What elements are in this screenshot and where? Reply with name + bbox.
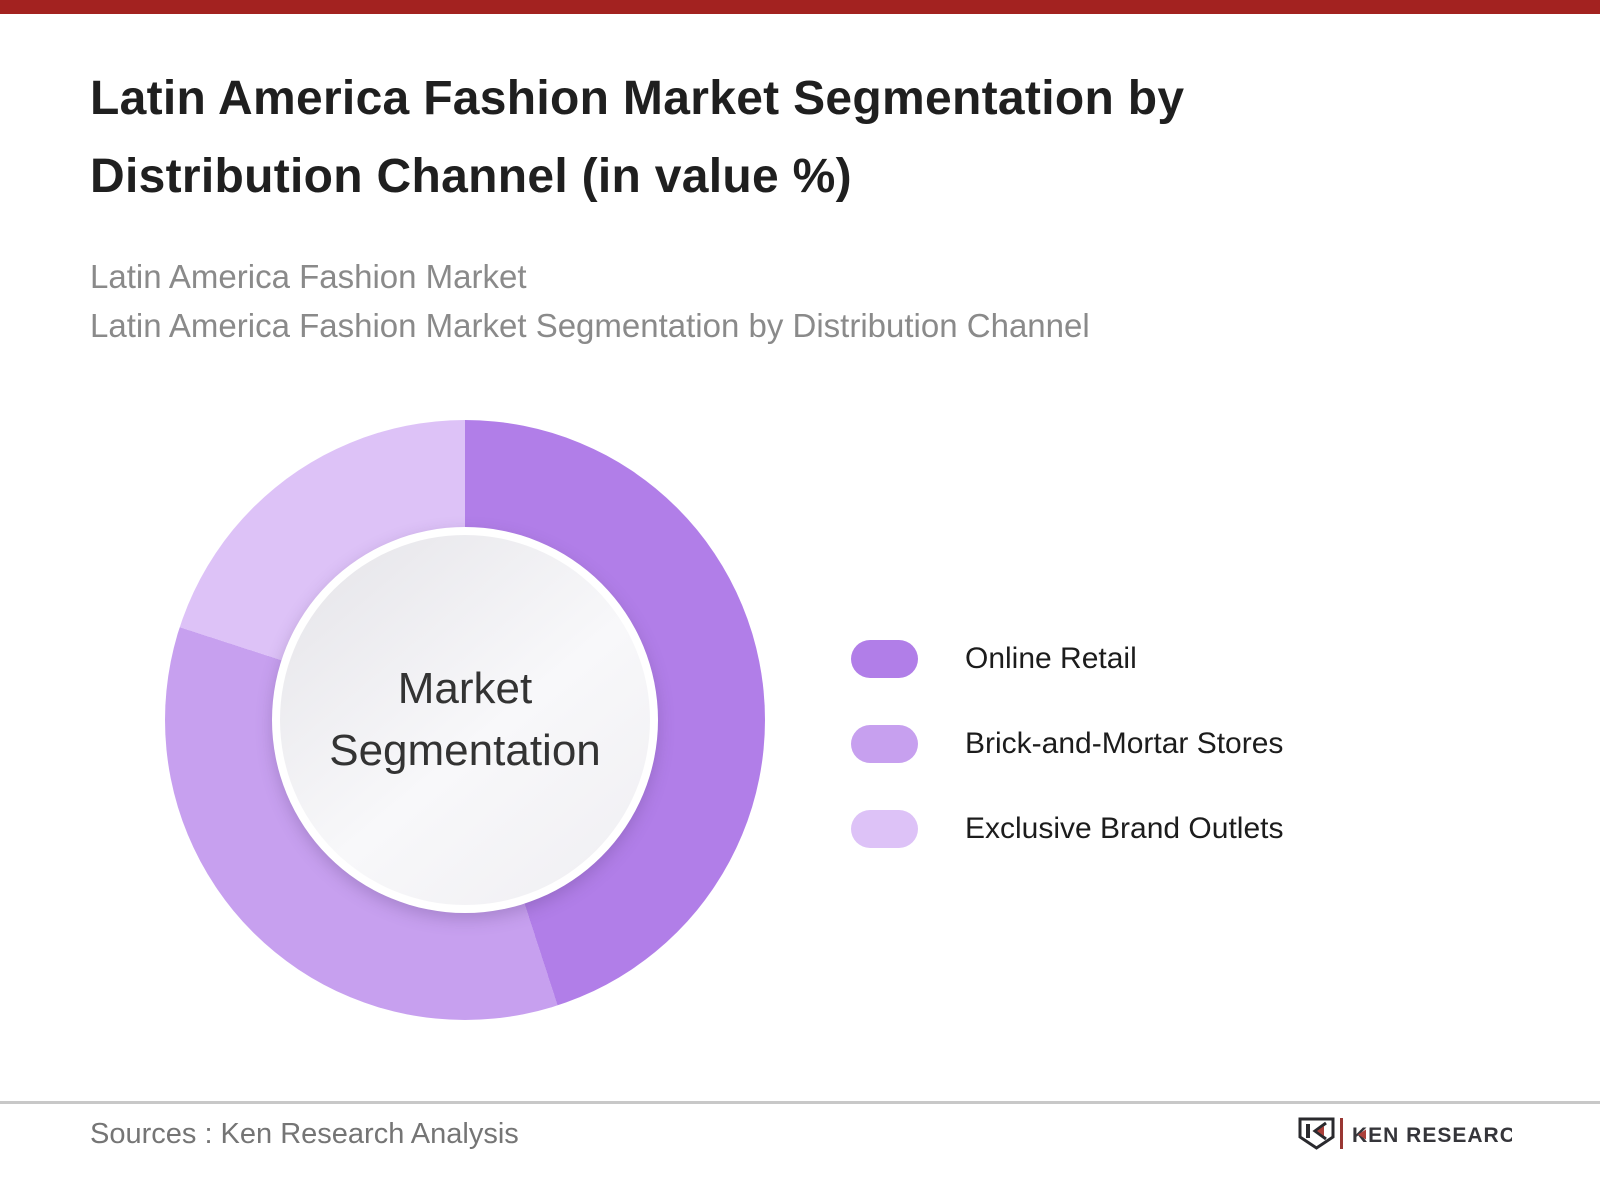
donut-center-circle: Market Segmentation [272,527,658,913]
page-subtitle: Latin America Fashion Market Latin Ameri… [90,252,1510,350]
page-title-line2: Distribution Channel (in value %) [90,150,852,203]
source-note: Sources : Ken Research Analysis [90,1118,519,1150]
legend-item-brick-and-mortar: Brick-and-Mortar Stores [851,725,1283,763]
page-title: Latin America Fashion Market Segmentatio… [90,60,1510,216]
legend-swatch-exclusive-brand-outlets [851,810,918,848]
page-subtitle-line2: Latin America Fashion Market Segmentatio… [90,307,1090,344]
chart-legend: Online Retail Brick-and-Mortar Stores Ex… [851,640,1283,895]
legend-label-online-retail: Online Retail [965,642,1137,675]
ken-research-logo-svg: KEN RESEARCH [1298,1117,1512,1150]
logo-wordmark: KEN RESEARCH [1352,1124,1512,1147]
logo-separator [1340,1118,1343,1149]
shield-k-icon [1298,1117,1335,1150]
donut-center-label-line1: Market [397,664,533,713]
page-title-line1: Latin America Fashion Market Segmentatio… [90,72,1185,125]
legend-swatch-brick-and-mortar [851,725,918,763]
legend-item-exclusive-brand-outlets: Exclusive Brand Outlets [851,810,1283,848]
ken-research-logo: KEN RESEARCH [1296,1112,1512,1158]
top-accent-bar [0,0,1600,14]
legend-label-brick-and-mortar: Brick-and-Mortar Stores [965,727,1284,760]
page-subtitle-line1: Latin America Fashion Market [90,258,527,295]
footer-divider [0,1101,1600,1104]
legend-item-online-retail: Online Retail [851,640,1283,678]
legend-label-exclusive-brand-outlets: Exclusive Brand Outlets [965,812,1284,845]
legend-swatch-online-retail [851,640,918,678]
donut-center-label-line2: Segmentation [329,726,601,775]
donut-center-inner: Market Segmentation [280,535,650,905]
logo-k-triangle [1358,1129,1366,1140]
